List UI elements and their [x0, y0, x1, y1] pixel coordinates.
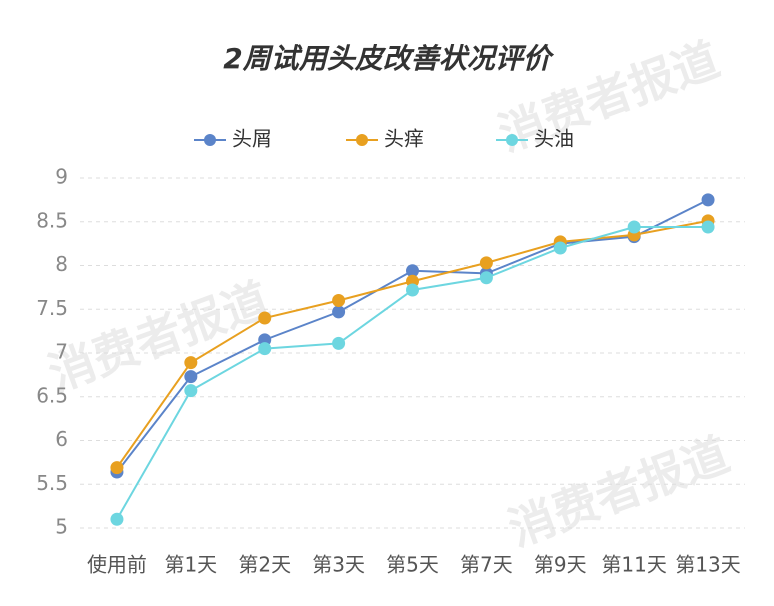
point	[553, 241, 567, 255]
x-tick-label: 第7天	[460, 553, 513, 577]
point	[479, 271, 493, 285]
x-tick-label: 第13天	[675, 553, 740, 577]
point	[406, 264, 419, 278]
point	[332, 305, 346, 319]
x-tick-label: 第3天	[312, 553, 365, 577]
y-tick-label: 8	[55, 252, 68, 276]
legend-label: 头油	[534, 127, 574, 151]
legend-label: 头屑	[232, 127, 272, 151]
watermark: 消费者报道	[42, 272, 277, 401]
point	[701, 220, 715, 234]
y-tick-label: 6	[55, 427, 68, 451]
point	[479, 256, 493, 270]
legend-marker	[356, 134, 368, 146]
chart-title: 2周试用头皮改善状况评价	[223, 42, 554, 75]
x-tick-label: 第2天	[238, 553, 291, 577]
y-tick-label: 7	[55, 340, 68, 364]
y-tick-label: 8.5	[36, 208, 68, 232]
point	[184, 356, 198, 370]
point	[110, 461, 124, 475]
legend-marker	[506, 134, 518, 146]
y-tick-label: 7.5	[36, 296, 68, 320]
point	[332, 294, 346, 307]
y-tick-label: 6.5	[36, 383, 68, 407]
y-tick-label: 5	[55, 515, 68, 539]
point	[627, 220, 641, 234]
watermark: 消费者报道	[502, 427, 737, 556]
x-tick-label: 使用前	[87, 553, 147, 577]
point	[701, 193, 715, 207]
point	[406, 283, 419, 297]
y-tick-label: 9	[55, 165, 68, 189]
point	[110, 512, 124, 526]
y-tick-label: 5.5	[36, 471, 68, 495]
legend-marker	[204, 134, 216, 146]
x-tick-label: 第11天	[601, 553, 666, 577]
point	[258, 342, 272, 356]
point	[184, 384, 198, 398]
point	[184, 370, 198, 384]
x-tick-label: 第1天	[164, 553, 217, 577]
point	[332, 336, 346, 350]
x-tick-label: 第5天	[386, 553, 439, 577]
point	[258, 311, 272, 325]
legend-label: 头痒	[384, 127, 424, 151]
x-tick-label: 第9天	[534, 553, 587, 577]
